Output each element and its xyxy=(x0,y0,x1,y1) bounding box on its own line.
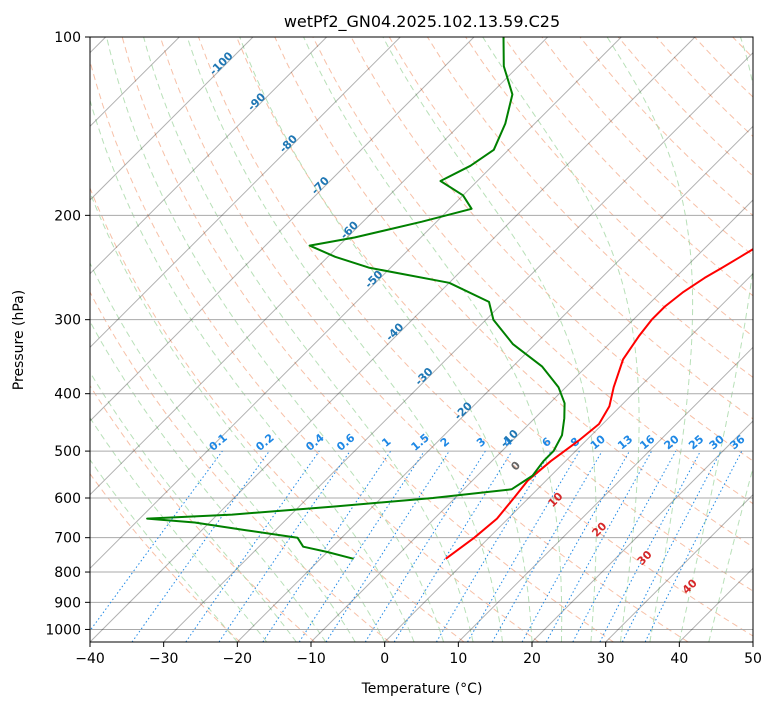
isotherm-line xyxy=(236,125,753,642)
x-tick-label: 30 xyxy=(597,651,615,667)
isotherm-line xyxy=(90,37,549,496)
moist-adiabat-line xyxy=(678,37,753,642)
isotherm-line xyxy=(90,37,696,642)
mixing-ratio-line xyxy=(185,450,320,642)
y-tick-label: 400 xyxy=(54,387,81,403)
isotherm-line xyxy=(384,272,753,642)
moist-adiabat-line xyxy=(303,37,563,642)
moist-adiabat-line xyxy=(90,191,386,642)
moist-adiabat-line xyxy=(708,466,753,642)
moist-adiabats xyxy=(90,37,753,642)
mixing-ratio-line xyxy=(521,450,630,642)
mixing-ratio-line xyxy=(644,450,743,642)
x-axis-label: Temperature (°C) xyxy=(361,681,483,697)
moist-adiabat-line xyxy=(239,37,533,642)
isotherm-line xyxy=(90,37,475,422)
isotherm-line xyxy=(605,493,753,642)
y-tick-label: 500 xyxy=(54,444,81,460)
mixing-ratio-line xyxy=(572,450,677,642)
x-tick-label: −20 xyxy=(223,651,253,667)
mixing-ratio-line xyxy=(298,450,425,642)
moist-adiabat-line xyxy=(143,37,474,642)
moist-adiabat-line xyxy=(186,37,503,642)
mixing-ratio-line xyxy=(90,450,223,632)
isotherm-line xyxy=(531,420,753,642)
dry-adiabat-line xyxy=(312,37,753,505)
y-tick-label: 800 xyxy=(54,565,81,581)
dry-adiabat-line xyxy=(90,472,241,642)
mixing-ratio-lines xyxy=(90,450,743,642)
x-tick-label: −10 xyxy=(296,651,326,667)
mixing-ratio-line xyxy=(545,450,653,642)
dry-adiabat-line xyxy=(159,37,689,642)
y-tick-label: 900 xyxy=(54,595,81,611)
isotherm-line xyxy=(163,51,753,642)
y-tick-label: 200 xyxy=(54,208,81,224)
dry-adiabat-line xyxy=(503,37,753,297)
y-tick-label: 1000 xyxy=(45,622,81,638)
y-tick-label: 300 xyxy=(54,313,81,329)
moist-adiabat-line xyxy=(90,458,238,642)
y-tick-label: 600 xyxy=(54,491,81,507)
chart-title: wetPf2_GN04.2025.102.13.59.C25 xyxy=(284,12,560,32)
dry-adiabats xyxy=(90,37,753,642)
plot-frame xyxy=(89,36,754,643)
isobar-grid xyxy=(90,37,753,630)
profile-line xyxy=(146,37,566,560)
mixing-ratio-line xyxy=(262,450,392,642)
moist-adiabat-line xyxy=(90,416,268,642)
mixing-ratio-line xyxy=(393,450,513,642)
moist-adiabat-line xyxy=(90,371,297,642)
isotherm-line xyxy=(90,37,328,275)
x-tick-label: 40 xyxy=(670,651,688,667)
x-axis-ticks: −40 −30 −20 −10 0 10 20 30 40 50 xyxy=(75,642,762,667)
isotherm-line xyxy=(90,37,401,349)
moist-adiabat-line xyxy=(90,98,415,642)
x-tick-label: 0 xyxy=(380,651,389,667)
plot-area: 0.1 0.2 0.4 0.6 1 1.5 2 3 4 6 8 10 13 16 20 25 30 36-100-… xyxy=(90,37,753,642)
dry-adiabat-line xyxy=(121,37,614,642)
x-tick-label: 20 xyxy=(523,651,541,667)
dry-adiabat-line xyxy=(426,37,753,378)
mixing-ratio-line xyxy=(131,450,270,642)
profile-line xyxy=(445,248,753,560)
x-tick-label: −40 xyxy=(75,651,105,667)
dry-adiabat-line xyxy=(236,37,753,592)
isotherm-line xyxy=(457,346,753,642)
moist-adiabat-line xyxy=(106,37,445,642)
dry-adiabat-line xyxy=(388,37,753,420)
dry-adiabat-line xyxy=(90,384,316,642)
x-tick-label: 10 xyxy=(449,651,467,667)
dry-adiabat-line xyxy=(350,37,753,462)
y-axis-ticks: 100 200 300 400 500 600 700 800 900 1000 xyxy=(45,30,90,638)
mixing-ratio-line xyxy=(325,450,450,642)
dry-adiabat-line xyxy=(90,291,390,642)
mixing-ratio-line xyxy=(218,450,351,642)
dry-adiabat-line xyxy=(198,37,753,637)
dry-adiabat-line xyxy=(274,37,753,548)
isotherm-line xyxy=(90,37,622,570)
profile-series xyxy=(146,37,753,560)
dry-adiabat-line xyxy=(90,59,540,642)
dry-adiabat-line xyxy=(465,37,753,338)
isotherm-line xyxy=(90,37,254,201)
x-tick-label: −30 xyxy=(149,651,179,667)
y-axis-label: Pressure (hPa) xyxy=(11,290,27,390)
y-tick-label: 100 xyxy=(54,30,81,46)
moist-adiabat-line xyxy=(90,320,327,642)
moist-adiabat-line xyxy=(382,37,597,642)
moist-adiabat-line xyxy=(606,37,694,642)
moist-adiabat-line xyxy=(482,37,640,642)
moist-adiabat-line xyxy=(90,261,356,642)
dry-adiabat-line xyxy=(90,186,465,642)
x-tick-label: 50 xyxy=(744,651,762,667)
y-tick-label: 700 xyxy=(54,531,81,547)
isotherm-grid xyxy=(90,37,753,642)
isotherm-line xyxy=(310,199,753,642)
